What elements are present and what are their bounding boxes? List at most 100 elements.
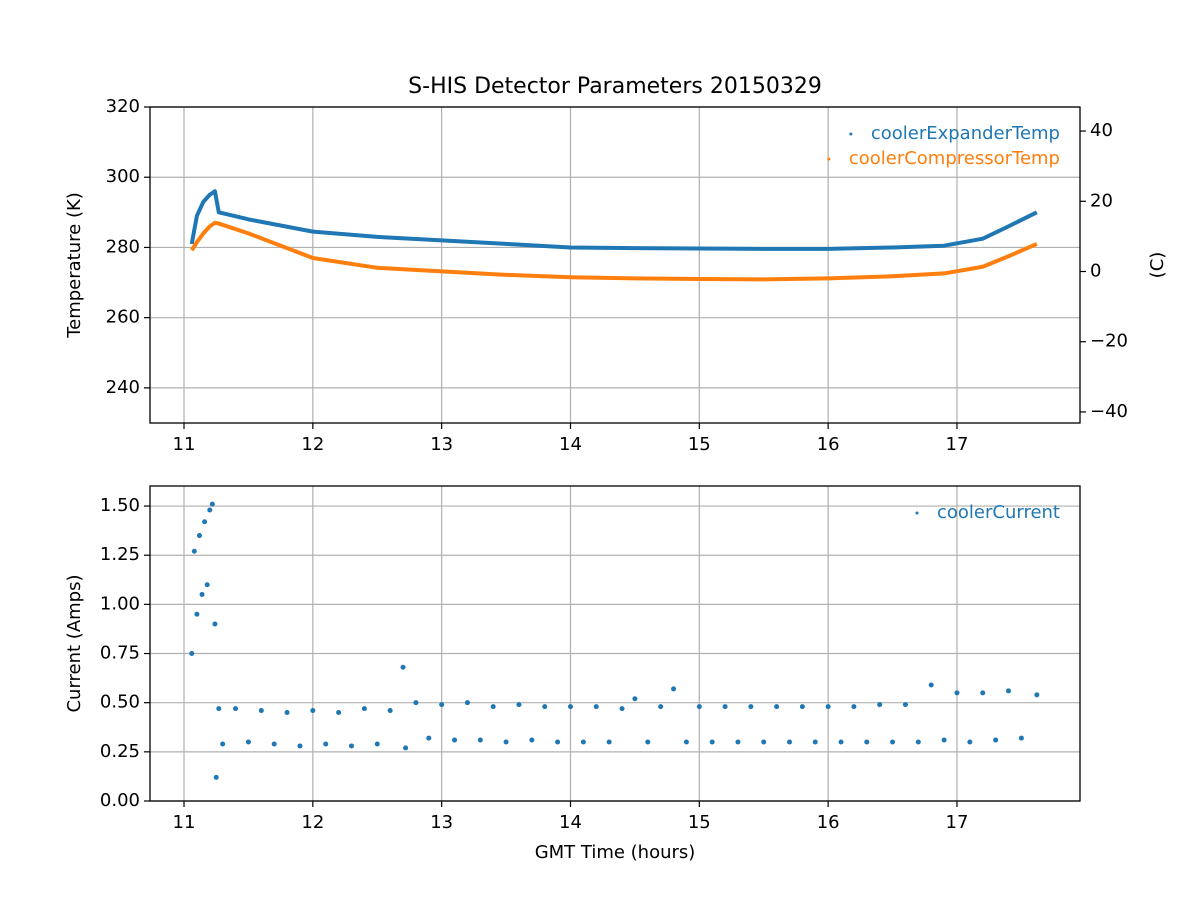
data-point	[980, 690, 986, 696]
y-tick-label: 0.50	[100, 692, 140, 713]
data-point	[464, 700, 470, 706]
data-point	[722, 704, 728, 710]
data-point	[890, 739, 896, 745]
data-point	[452, 737, 458, 743]
y2-tick-label: 0	[1090, 260, 1101, 281]
data-point	[928, 682, 934, 688]
data-point	[348, 743, 354, 749]
data-point	[864, 739, 870, 745]
x-tick-label: 12	[301, 434, 324, 455]
data-point	[993, 737, 999, 743]
data-point	[400, 664, 406, 670]
data-point	[786, 739, 792, 745]
data-point	[297, 743, 303, 749]
y-tick-label: 300	[106, 166, 140, 187]
data-point	[529, 737, 535, 743]
y-tick-label: 0.25	[100, 741, 140, 762]
x-tick-label: 14	[559, 812, 582, 833]
x-tick-label: 14	[559, 434, 582, 455]
data-point	[212, 621, 218, 627]
data-point	[1018, 735, 1024, 741]
data-point	[941, 737, 947, 743]
data-point	[580, 739, 586, 745]
data-point	[189, 651, 195, 657]
data-point	[593, 704, 599, 710]
x-tick-label: 13	[430, 812, 453, 833]
data-point	[555, 739, 561, 745]
y-tick-label: 1.50	[100, 495, 140, 516]
data-point	[220, 741, 226, 747]
data-point	[915, 739, 921, 745]
x-tick-label: 15	[688, 812, 711, 833]
data-point	[606, 739, 612, 745]
data-point	[812, 739, 818, 745]
x-tick-label: 16	[817, 434, 840, 455]
y-tick-label: 1.00	[100, 593, 140, 614]
legend-label: coolerCurrent	[937, 502, 1060, 523]
y2-tick-label: 40	[1090, 120, 1113, 141]
data-point	[774, 704, 780, 710]
legend-marker	[827, 157, 831, 161]
y-tick-label: 0.00	[100, 790, 140, 811]
data-point	[374, 741, 380, 747]
y-tick-label: 240	[106, 377, 140, 398]
data-point	[202, 519, 208, 525]
x-tick-label: 12	[301, 812, 324, 833]
data-point	[838, 739, 844, 745]
data-point	[825, 704, 831, 710]
data-point	[258, 708, 264, 714]
x-axis-label: GMT Time (hours)	[535, 842, 696, 863]
data-point	[542, 704, 548, 710]
chart-title: S-HIS Detector Parameters 20150329	[408, 74, 822, 99]
data-point	[361, 706, 367, 712]
y-tick-label: 280	[106, 236, 140, 257]
x-tick-label: 17	[946, 434, 969, 455]
data-point	[1034, 692, 1040, 698]
y-tick-label: 0.75	[100, 643, 140, 664]
data-point	[619, 706, 625, 712]
axes-frame	[149, 106, 1081, 424]
data-point	[683, 739, 689, 745]
data-point	[323, 741, 329, 747]
y2-tick-label: 20	[1090, 190, 1113, 211]
data-point	[658, 704, 664, 710]
data-point	[671, 686, 677, 692]
data-point	[207, 507, 213, 513]
data-point	[403, 745, 409, 751]
legend-label: coolerExpanderTemp	[871, 123, 1060, 144]
data-point	[877, 702, 883, 708]
y2-tick-label: −40	[1090, 401, 1128, 422]
data-point	[336, 710, 342, 716]
x-tick-label: 13	[430, 434, 453, 455]
data-point	[851, 704, 857, 710]
data-point	[902, 702, 908, 708]
data-point	[477, 737, 483, 743]
y2-axis-label: (C)	[1147, 252, 1168, 279]
data-point	[271, 741, 277, 747]
data-point	[191, 548, 197, 554]
data-point	[954, 690, 960, 696]
data-point	[967, 739, 973, 745]
y-tick-label: 260	[106, 307, 140, 328]
data-point	[284, 710, 290, 716]
data-point	[387, 708, 393, 714]
data-point	[503, 739, 509, 745]
x-tick-label: 11	[173, 434, 196, 455]
data-point	[204, 582, 210, 588]
data-point	[645, 739, 651, 745]
data-point	[194, 611, 200, 617]
data-point	[209, 501, 215, 507]
data-point	[213, 774, 219, 780]
legend-marker	[915, 511, 919, 515]
data-point	[310, 708, 316, 714]
data-point	[413, 700, 419, 706]
x-tick-label: 16	[817, 812, 840, 833]
data-point	[516, 702, 522, 708]
x-tick-label: 17	[946, 812, 969, 833]
x-tick-label: 15	[688, 434, 711, 455]
data-point	[439, 702, 445, 708]
data-point	[245, 739, 251, 745]
data-point	[696, 704, 702, 710]
data-point	[199, 592, 205, 598]
